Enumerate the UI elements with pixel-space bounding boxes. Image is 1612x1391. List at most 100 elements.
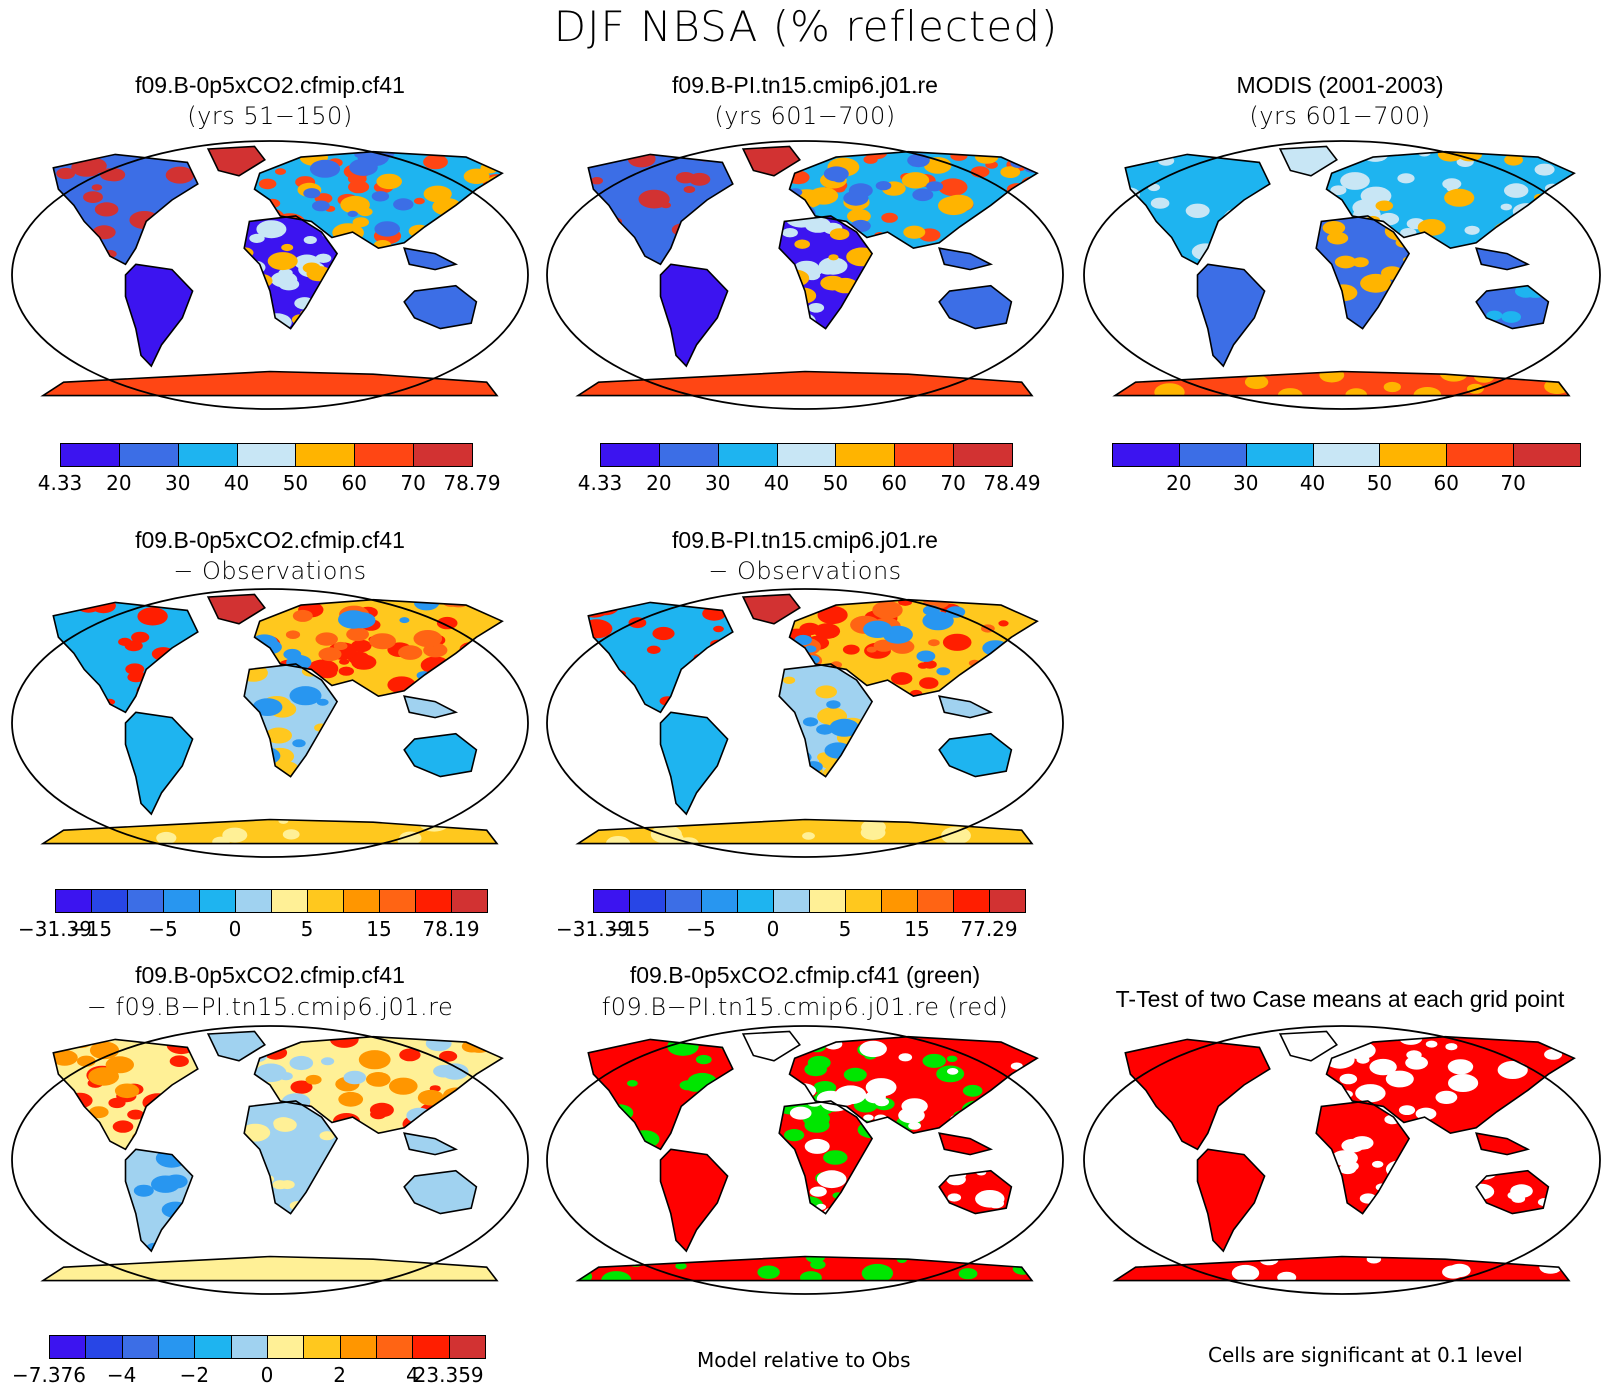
panel-1-title: f09.B-0p5xCO2.cfmip.cf41 bbox=[135, 72, 405, 98]
colorbar-tick-label: 0 bbox=[766, 917, 780, 941]
colorbar-tick-label: −15 bbox=[607, 917, 651, 941]
colorbar-swatch bbox=[415, 889, 452, 913]
colorbar-swatch bbox=[451, 889, 488, 913]
colorbar-swatch bbox=[307, 889, 344, 913]
colorbar-tick-label: 2 bbox=[333, 1363, 347, 1387]
panel-8-title: T-Test of two Case means at each grid po… bbox=[1115, 986, 1565, 1012]
colorbar-swatch bbox=[271, 889, 308, 913]
panel-5-subtitle: − Observations bbox=[708, 557, 902, 585]
panel-5-title: f09.B-PI.tn15.cmip6.j01.re bbox=[672, 527, 938, 553]
colorbar-swatch bbox=[199, 889, 236, 913]
colorbar-panel-2: 4.33 20 30 40 50 60 70 78.49 bbox=[578, 443, 1041, 499]
colorbar-panel-1: 4.33 20 30 40 50 60 70 78.79 bbox=[38, 443, 501, 499]
colorbar-swatch bbox=[354, 443, 415, 467]
panel-2-title: f09.B-PI.tn15.cmip6.j01.re bbox=[672, 72, 938, 98]
map-panel-6 bbox=[11, 1025, 529, 1295]
colorbar-tick-label: 5 bbox=[838, 917, 852, 941]
colorbar-swatch bbox=[49, 1335, 87, 1359]
colorbar-swatch bbox=[953, 889, 990, 913]
panel-3-title: MODIS (2001-2003) bbox=[1236, 72, 1444, 98]
colorbar-swatch bbox=[809, 889, 846, 913]
colorbar-swatch bbox=[776, 443, 837, 467]
colorbar-swatch bbox=[163, 889, 200, 913]
colorbar-swatch bbox=[1379, 443, 1448, 467]
panel-7-title: f09.B-0p5xCO2.cfmip.cf41 (green) bbox=[629, 962, 981, 988]
colorbar-tick-label: 60 bbox=[341, 471, 368, 495]
colorbar-swatch bbox=[894, 443, 955, 467]
colorbar-tick-label: 60 bbox=[881, 471, 908, 495]
colorbar-swatch bbox=[413, 443, 473, 467]
colorbar-tick-label: 30 bbox=[1232, 471, 1259, 495]
colorbar-swatch bbox=[629, 889, 666, 913]
colorbar-tick-label: 50 bbox=[822, 471, 849, 495]
map-panel-1 bbox=[11, 140, 529, 410]
colorbar-swatch bbox=[917, 889, 954, 913]
colorbar-panel-6: −7.376 −4 −2 0 2 4 23.359 bbox=[12, 1335, 486, 1391]
colorbar-swatch bbox=[845, 889, 882, 913]
colorbar-tick-label: 5 bbox=[300, 917, 314, 941]
colorbar-tick-label: −5 bbox=[148, 917, 178, 941]
colorbar-swatch bbox=[1178, 443, 1247, 467]
map-panel-8 bbox=[1083, 1025, 1601, 1295]
panel-1-subtitle: (yrs 51−150) bbox=[187, 102, 353, 130]
panel-2-subtitle: (yrs 601−700) bbox=[714, 102, 896, 130]
colorbar-swatch bbox=[658, 443, 719, 467]
colorbar-swatch bbox=[1513, 443, 1581, 467]
colorbar-swatch bbox=[121, 1335, 159, 1359]
colorbar-tick-label: −4 bbox=[106, 1363, 137, 1387]
colorbar-swatch bbox=[881, 889, 918, 913]
colorbar-tick-label: 15 bbox=[366, 917, 392, 941]
colorbar-swatch bbox=[85, 1335, 123, 1359]
colorbar-tick-label: 20 bbox=[1166, 471, 1192, 495]
colorbar-swatch bbox=[600, 443, 660, 467]
colorbar-swatch bbox=[989, 889, 1026, 913]
colorbar-swatch bbox=[158, 1335, 196, 1359]
colorbar-tick-label: −15 bbox=[69, 917, 113, 941]
colorbar-swatch bbox=[267, 1335, 305, 1359]
colorbar-tick-label: 78.79 bbox=[443, 471, 501, 495]
colorbar-tick-label: −7.376 bbox=[11, 1363, 87, 1387]
colorbar-swatch bbox=[295, 443, 356, 467]
colorbar-swatch bbox=[236, 443, 297, 467]
colorbar-swatch bbox=[230, 1335, 268, 1359]
colorbar-swatch bbox=[91, 889, 128, 913]
colorbar-tick-label: 78.19 bbox=[422, 917, 480, 941]
colorbar-tick-label: 70 bbox=[400, 471, 426, 495]
colorbar-tick-label: 50 bbox=[282, 471, 309, 495]
colorbar-swatch bbox=[376, 1335, 414, 1359]
panel-6-subtitle: − f09.B−PI.tn15.cmip6.j01.re bbox=[86, 993, 454, 1021]
map-panel-4 bbox=[11, 588, 529, 858]
colorbar-tick-label: 70 bbox=[940, 471, 966, 495]
colorbar-swatch bbox=[1446, 443, 1515, 467]
colorbar-swatch bbox=[343, 889, 380, 913]
map-panel-5 bbox=[546, 588, 1064, 858]
colorbar-swatch bbox=[953, 443, 1013, 467]
colorbar-swatch bbox=[448, 1335, 486, 1359]
colorbar-tick-label: 0 bbox=[228, 917, 242, 941]
colorbar-swatch bbox=[303, 1335, 341, 1359]
colorbar-tick-label: 30 bbox=[704, 471, 731, 495]
colorbar-swatch bbox=[379, 889, 416, 913]
colorbar-tick-label: 40 bbox=[763, 471, 790, 495]
colorbar-tick-label: 77.29 bbox=[960, 917, 1018, 941]
colorbar-swatch bbox=[737, 889, 774, 913]
colorbar-swatch bbox=[177, 443, 238, 467]
colorbar-tick-label: 20 bbox=[106, 471, 132, 495]
colorbar-tick-label: −31.39 bbox=[555, 917, 631, 941]
colorbar-swatch bbox=[339, 1335, 377, 1359]
colorbar-tick-label: 70 bbox=[1500, 471, 1526, 495]
panel-6-title: f09.B-0p5xCO2.cfmip.cf41 bbox=[135, 962, 405, 988]
colorbar-swatch bbox=[773, 889, 810, 913]
panel-7-subtitle: f09.B−PI.tn15.cmip6.j01.re (red) bbox=[601, 993, 1009, 1021]
colorbar-tick-label: 4 bbox=[405, 1363, 419, 1387]
colorbar-swatch bbox=[1112, 443, 1180, 467]
colorbar-tick-label: 4.33 bbox=[37, 471, 83, 495]
colorbar-swatch bbox=[1245, 443, 1314, 467]
colorbar-tick-label: 23.359 bbox=[413, 1363, 484, 1387]
colorbar-panel-5: −31.39 −15 −5 0 5 15 77.29 bbox=[556, 889, 1026, 945]
colorbar-tick-label: −5 bbox=[686, 917, 716, 941]
panel-4-subtitle: − Observations bbox=[173, 557, 367, 585]
colorbar-swatch bbox=[127, 889, 164, 913]
colorbar-swatch bbox=[665, 889, 702, 913]
panel-3-subtitle: (yrs 601−700) bbox=[1249, 102, 1431, 130]
